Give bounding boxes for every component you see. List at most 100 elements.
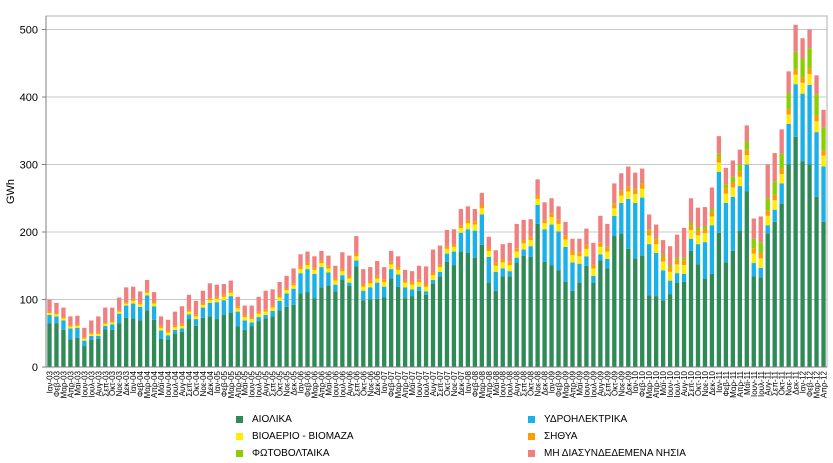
- bar-segment-biogas: [75, 325, 80, 328]
- bar-segment-hydro: [340, 275, 345, 280]
- bar-segment-hydro: [716, 171, 722, 233]
- bar-segment-wind: [444, 261, 450, 367]
- axes: 0100200300400500GWhΙαν-03Φεβ-03Μαρ-03Απρ…: [5, 16, 829, 398]
- bar-segment-biogas: [319, 263, 324, 268]
- x-tick-label: Ιουλ-08: [506, 370, 515, 397]
- bar-segment-solar: [793, 51, 798, 70]
- bar-segment-biogas: [333, 280, 338, 285]
- x-tick-label: Αυγ-09: [596, 370, 605, 396]
- bar-segment-hydro: [54, 316, 59, 324]
- bar-segment-solar: [779, 153, 784, 169]
- bar-segment-wind: [667, 294, 673, 367]
- bar-segment-biogas: [584, 248, 589, 257]
- bar-segment-biogas: [619, 195, 624, 203]
- bar-segment-biogas: [340, 271, 345, 276]
- bar-segment-chp: [61, 317, 66, 319]
- bar-segment-wind: [361, 300, 366, 367]
- x-tick-label: Νοε-10: [701, 370, 710, 396]
- bar-segment-wind: [242, 329, 247, 367]
- bar-segment-hydro: [158, 330, 164, 339]
- x-tick-label: Ιουν-07: [415, 370, 424, 397]
- bar-segment-wind: [144, 310, 150, 367]
- bar-segment-biogas: [193, 316, 199, 320]
- bar-segment-wind: [151, 319, 157, 367]
- bar-segment-hydro: [633, 202, 638, 259]
- bar-segment-biogas: [416, 281, 422, 287]
- x-tick-label: Δεκ-03: [122, 370, 131, 395]
- bar-segment-islands: [709, 187, 715, 210]
- x-tick-label: Φεβ-12: [806, 370, 815, 397]
- bar-segment-hydro: [270, 310, 275, 317]
- bar-segment-solar: [681, 257, 687, 261]
- x-tick-label: Δεκ-04: [206, 370, 215, 395]
- bar-segment-islands: [375, 261, 380, 276]
- bar-segment-wind: [312, 298, 317, 367]
- bar-segment-islands: [500, 244, 505, 259]
- bar-segment-islands: [758, 216, 763, 243]
- x-tick-label: Αυγ-10: [680, 370, 689, 396]
- bar-segment-islands: [312, 256, 317, 268]
- bar-segment-biogas: [695, 235, 701, 245]
- bar-segment-biogas: [68, 326, 73, 329]
- bar-segment-hydro: [256, 317, 261, 322]
- bar-segment-chp: [660, 256, 666, 262]
- bar-segment-hydro: [354, 260, 359, 267]
- bar-segment-chp: [291, 283, 296, 286]
- bar-segment-wind: [423, 294, 429, 367]
- bar-segment-hydro: [298, 273, 303, 294]
- bar-segment-wind: [263, 318, 268, 367]
- bar-segment-wind: [430, 283, 436, 367]
- bar-segment-chp: [103, 322, 108, 324]
- bar-segment-hydro: [653, 252, 659, 297]
- x-tick-label: Μαρ-12: [813, 370, 822, 398]
- bar-segment-islands: [221, 283, 226, 295]
- bar-segment-islands: [368, 267, 373, 281]
- bar-segment-biogas: [765, 215, 770, 226]
- x-tick-label: Ιαν-12: [799, 370, 808, 393]
- bar-segment-islands: [326, 255, 331, 266]
- bar-segment-islands: [68, 316, 73, 326]
- bar-segment-wind: [514, 262, 519, 367]
- bar-segment-biogas: [451, 246, 457, 252]
- bar-segment-islands: [416, 265, 422, 280]
- bar-segment-hydro: [312, 273, 317, 299]
- bar-segment-biogas: [54, 314, 59, 317]
- bar-segment-hydro: [172, 329, 178, 334]
- bar-segment-biogas: [235, 308, 240, 312]
- bar-segment-islands: [402, 269, 408, 280]
- x-tick-label: Ιουν-10: [666, 370, 675, 397]
- bar-segment-biogas: [591, 268, 596, 276]
- legend-item-hydro: ΥΔΡΟΗΛΕΚΤΡΙΚΑ: [528, 414, 627, 425]
- bar-segment-chp: [221, 294, 226, 297]
- y-tick-label: 100: [20, 295, 38, 307]
- bar-segment-solar: [737, 164, 742, 172]
- bar-segment-hydro: [465, 229, 471, 253]
- bar-segment-hydro: [800, 93, 805, 162]
- bar-segment-islands: [256, 296, 261, 312]
- x-tick-label: Ιουλ-05: [255, 370, 264, 397]
- bar-segment-wind: [758, 277, 763, 367]
- bar-segment-chp: [814, 115, 819, 122]
- x-tick-label: Σεπ-08: [520, 370, 529, 396]
- bar-segment-islands: [730, 160, 736, 177]
- bar-segment-chp: [165, 330, 171, 333]
- bar-segment-wind: [89, 340, 94, 367]
- bar-segment-chp: [96, 332, 101, 334]
- bar-segment-islands: [653, 224, 659, 239]
- bar-segment-hydro: [807, 84, 812, 165]
- bar-segment-chp: [256, 311, 261, 314]
- bar-segment-chp: [598, 242, 603, 247]
- bar-segment-chp: [465, 219, 471, 224]
- bar-segment-chp: [772, 194, 777, 201]
- bar-segment-solar: [660, 254, 666, 257]
- bar-segment-biogas: [305, 265, 310, 270]
- x-tick-label: Μαρ-11: [729, 370, 738, 397]
- bar-segment-wind: [409, 296, 415, 367]
- bar-segment-chp: [549, 213, 554, 218]
- x-tick-label: Μαρ-06: [310, 370, 319, 398]
- bar-segment-islands: [814, 75, 819, 95]
- x-tick-label: Δεκ-10: [708, 370, 717, 395]
- bar-segment-chp: [298, 266, 303, 270]
- bar-segment-wind: [298, 293, 303, 367]
- bar-segment-hydro: [291, 288, 296, 305]
